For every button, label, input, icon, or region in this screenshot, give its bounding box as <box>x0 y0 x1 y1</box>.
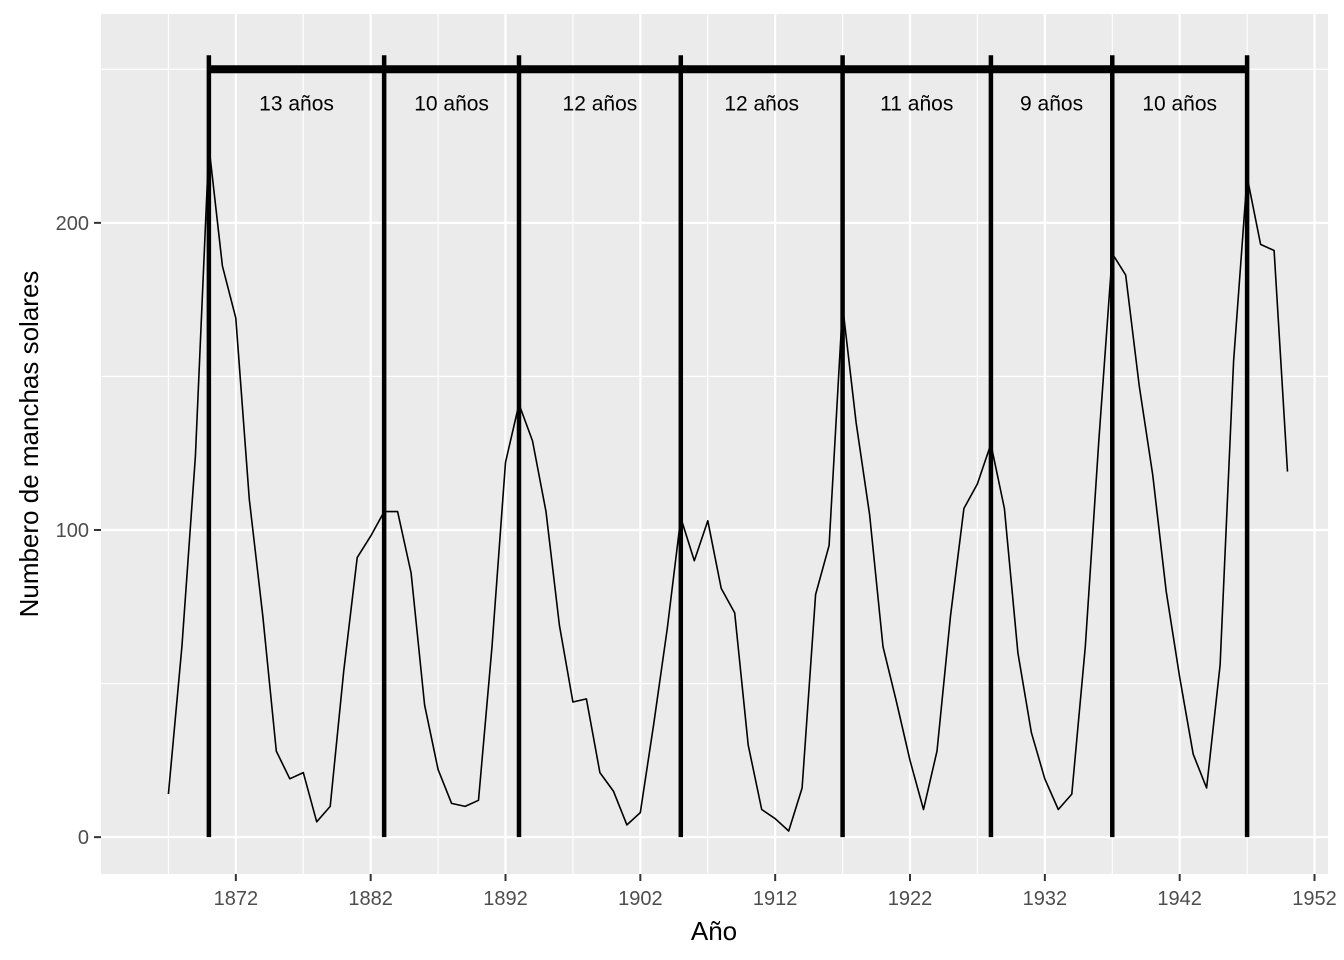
x-axis-title: Año <box>691 916 737 946</box>
x-tick-label: 1922 <box>888 888 933 910</box>
axes: 1872 1882 1892 1902 1912 1922 1932 1942 1952 0 100… <box>56 213 1337 910</box>
y-tick-label: 100 <box>56 520 89 542</box>
y-tick-label: 200 <box>56 213 89 235</box>
plot-panel <box>101 14 1328 874</box>
cycle-length-label: 10 años <box>414 92 489 115</box>
x-tick-label: 1932 <box>1023 888 1068 910</box>
x-tick-label: 1892 <box>483 888 528 910</box>
x-tick-label: 1952 <box>1292 888 1337 910</box>
x-tick-label: 1872 <box>214 888 259 910</box>
cycle-length-label: 13 años <box>259 92 334 115</box>
x-tick-label: 1942 <box>1157 888 1202 910</box>
cycle-length-label: 10 años <box>1142 92 1217 115</box>
x-tick-label: 1912 <box>753 888 798 910</box>
cycle-length-label: 12 años <box>563 92 638 115</box>
x-tick-label: 1902 <box>618 888 663 910</box>
cycle-length-label: 12 años <box>724 92 799 115</box>
x-tick-label: 1882 <box>348 888 393 910</box>
cycle-length-label: 9 años <box>1020 92 1083 115</box>
y-axis-title: Numbero de manchas solares <box>14 271 44 618</box>
grid-major <box>101 14 1328 874</box>
y-tick-label: 0 <box>78 827 89 849</box>
cycle-length-label: 11 años <box>880 92 953 115</box>
sunspot-series-line <box>167 145 1289 832</box>
series-layer <box>167 145 1289 832</box>
cycle-annotations: 13 años 10 años 12 años 12 años 11 años 9 año… <box>206 55 1250 838</box>
